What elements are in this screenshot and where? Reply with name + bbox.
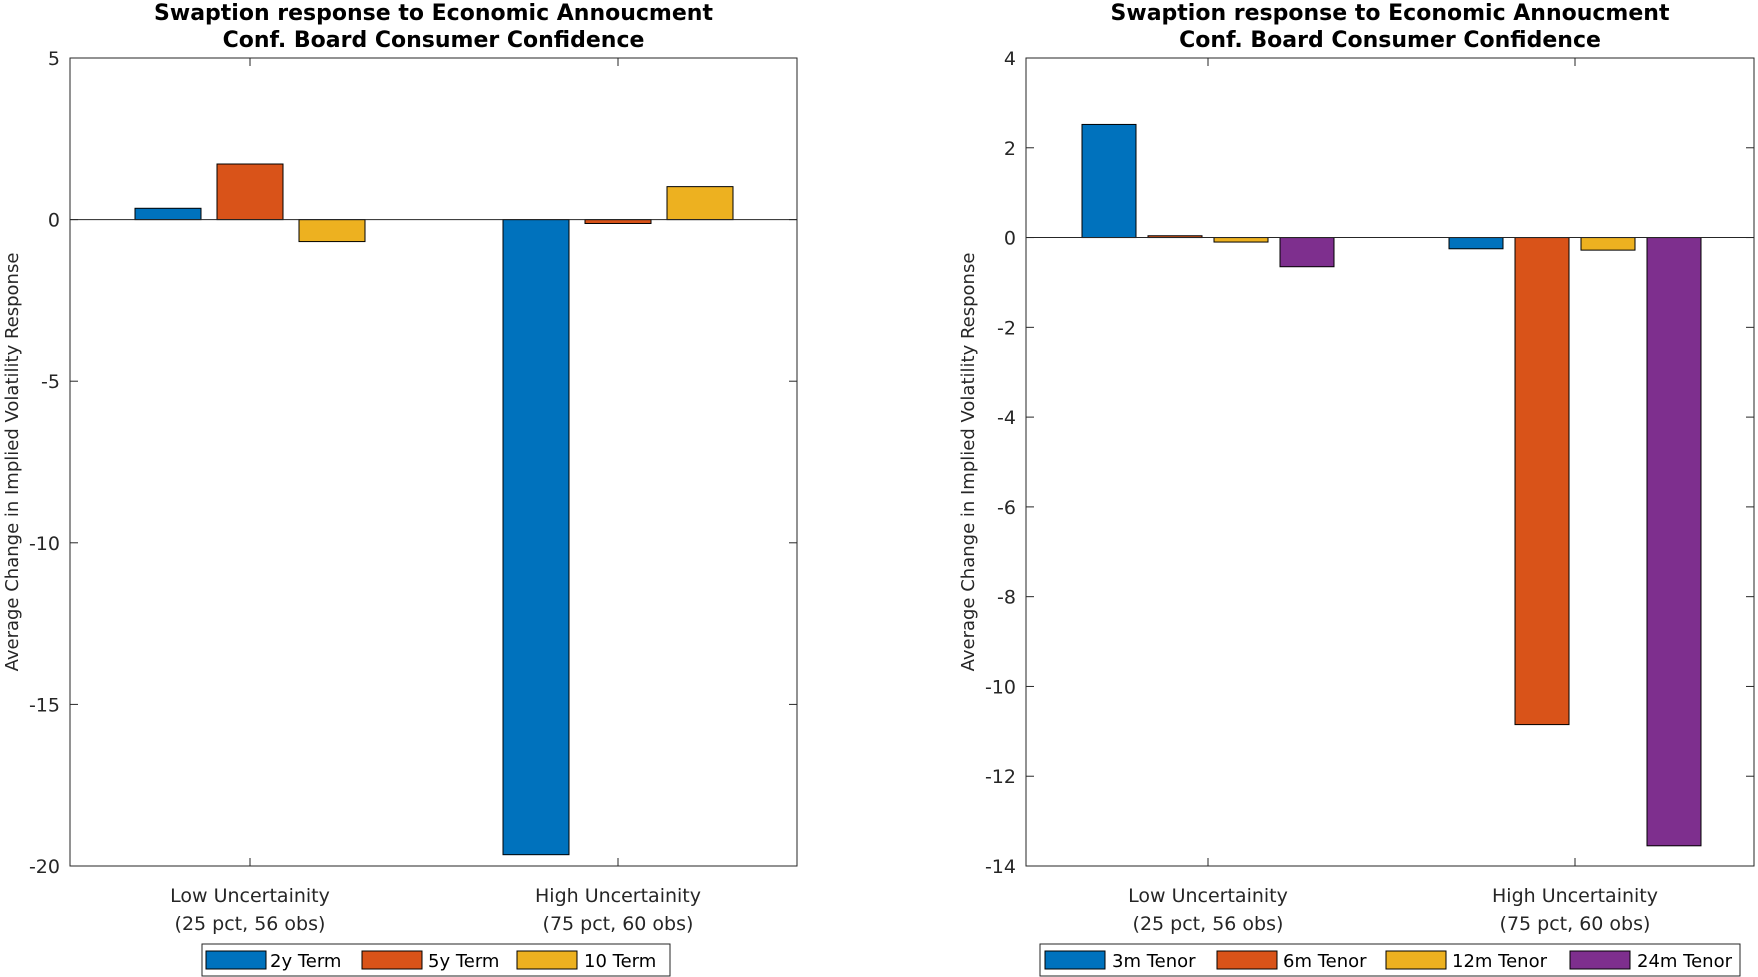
legend-swatch [1044,950,1106,970]
legend: 3m Tenor 6m Tenor 12m Tenor 24m Tenor [1039,943,1741,977]
y-axis-label: Average Change in Implied Volatility Res… [958,253,979,672]
y-tick-label: -6 [997,497,1016,519]
y-tick-label: 0 [48,210,60,232]
legend-swatch [1569,950,1631,970]
plot-area [1025,57,1755,867]
y-tick-label: -10 [29,533,60,555]
bar [1646,237,1702,847]
category-label: (75 pct, 60 obs) [1500,913,1651,935]
legend-swatch [1216,950,1278,970]
chart-title: Swaption response to Economic Annoucment [154,1,713,26]
bar [134,207,202,221]
legend-label: 5y Term [428,951,499,972]
legend-label: 6m Tenor [1283,951,1367,972]
bar [666,186,734,221]
chart-title: Conf. Board Consumer Confidence [223,28,645,53]
bar [298,219,366,243]
bar [1081,123,1137,239]
y-tick-label: -4 [997,407,1016,429]
bar [1514,237,1570,726]
y-tick-label: 0 [1004,228,1016,250]
y-tick-label: -5 [41,371,60,393]
y-tick-label: -14 [985,856,1016,878]
y-tick-label: -10 [985,676,1016,698]
chart-panel-2: 4 2 0 -2 -4 -6 -8 -10 -12 -14 Low Uncertainity (25 … [958,1,1755,977]
category-label: Low Uncertainity [170,885,330,907]
bar [1213,237,1269,243]
legend-label: 24m Tenor [1637,951,1733,972]
legend-box [201,943,671,977]
y-tick-label: -15 [29,694,60,716]
category-label: (25 pct, 56 obs) [175,913,326,935]
category-label: High Uncertainity [535,885,701,907]
legend-label: 10 Term [584,951,656,972]
bar [584,219,652,224]
y-tick-label: -8 [997,587,1016,609]
category-label: Low Uncertainity [1128,885,1288,907]
y-tick-label: 2 [1004,138,1016,160]
chart-title: Swaption response to Economic Annoucment [1111,1,1670,26]
category-label: High Uncertainity [1492,885,1658,907]
category-label: (25 pct, 56 obs) [1133,913,1284,935]
legend-label: 2y Term [270,951,341,972]
legend-swatch [1385,950,1447,970]
legend-swatch [516,950,578,970]
y-tick-label: -2 [997,317,1016,339]
bar [216,163,284,221]
bar [1279,237,1335,268]
plot-area [69,57,798,867]
y-tick-label: 5 [48,48,60,70]
legend-label: 12m Tenor [1452,951,1548,972]
y-tick-label: -12 [985,766,1016,788]
legend-swatch [361,950,423,970]
y-axis-label: Average Change in Implied Volatility Res… [2,253,23,672]
category-label: (75 pct, 60 obs) [543,913,694,935]
legend: 2y Term 5y Term 10 Term [201,943,671,977]
legend-label: 3m Tenor [1112,951,1196,972]
chart-panel-1: 5 0 -5 -10 -15 -20 Low Uncertainity (25 pct, 56… [2,1,798,977]
y-tick-label: -20 [29,856,60,878]
bar [1448,237,1504,250]
bar [1580,237,1636,251]
y-tick-label: 4 [1004,48,1016,70]
chart-title: Conf. Board Consumer Confidence [1179,28,1601,53]
legend-swatch [205,950,267,970]
bar [502,219,570,856]
